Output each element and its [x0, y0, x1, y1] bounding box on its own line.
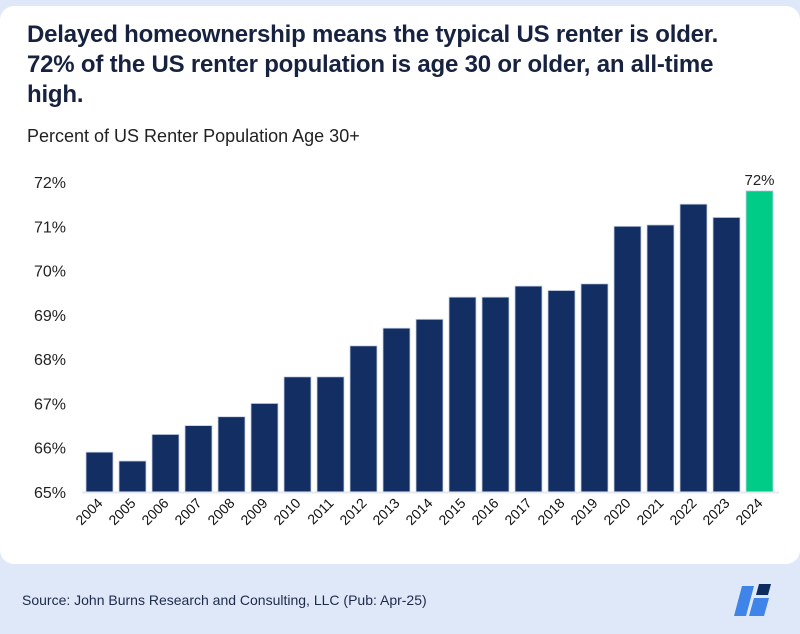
bar-2008: [217, 416, 246, 493]
bar-2007: [184, 425, 213, 493]
y-axis: 65% 66% 67% 68% 69% 70% 71% 72%: [34, 175, 66, 502]
x-tick-label: 2009: [237, 495, 270, 528]
bars: [85, 190, 774, 493]
x-tick-label: 2008: [204, 495, 237, 528]
x-tick-label: 2005: [105, 495, 138, 528]
bar-2020: [613, 225, 642, 493]
data-labels: 72%: [744, 172, 774, 189]
y-tick-label: 69%: [34, 308, 66, 325]
bar-2010: [283, 376, 312, 493]
x-tick-label: 2018: [534, 495, 567, 528]
bar-2024: [745, 190, 774, 493]
bar-2021: [646, 224, 675, 493]
y-tick-label: 70%: [34, 264, 66, 281]
bar-2009: [250, 403, 279, 493]
y-tick-label: 67%: [34, 396, 66, 413]
bar-2023: [712, 217, 741, 493]
data-label: 72%: [744, 172, 774, 189]
x-tick-label: 2020: [600, 495, 633, 528]
x-tick-label: 2019: [567, 495, 600, 528]
jbrec-logo-icon: [734, 584, 771, 616]
x-tick-label: 2007: [171, 495, 204, 528]
footer: Source: John Burns Research and Consulti…: [0, 566, 800, 634]
bar-2018: [547, 290, 576, 493]
x-tick-label: 2014: [402, 495, 435, 528]
x-tick-label: 2023: [699, 495, 732, 528]
bar-2004: [85, 451, 114, 493]
bar-2015: [448, 296, 477, 493]
x-tick-label: 2016: [468, 495, 501, 528]
x-tick-label: 2010: [270, 495, 303, 528]
x-tick-label: 2021: [633, 495, 666, 528]
y-tick-label: 72%: [34, 175, 66, 192]
bar-2005: [118, 460, 147, 493]
y-tick-label: 71%: [34, 219, 66, 236]
bar-2013: [382, 327, 411, 493]
x-tick-label: 2024: [732, 495, 765, 528]
bar-2022: [679, 203, 708, 493]
bar-chart: 65%66%67%68%69%70%71%72% 2004 2005 2006 200…: [34, 172, 779, 528]
bar-2019: [580, 283, 609, 493]
x-tick-label: 2017: [501, 495, 534, 528]
x-tick-label: 2011: [304, 495, 337, 528]
x-tick-label: 2015: [435, 495, 468, 528]
bar-2011: [316, 376, 345, 493]
x-tick-label: 2013: [369, 495, 402, 528]
x-tick-label: 2004: [72, 495, 105, 528]
y-tick-label: 65%: [34, 485, 66, 502]
y-tick-label: 68%: [34, 352, 66, 369]
chart-headline: Delayed homeownership means the typical …: [27, 21, 719, 108]
bar-2016: [481, 296, 510, 493]
x-tick-label: 2022: [666, 495, 699, 528]
bar-2012: [349, 345, 378, 493]
x-tick-label: 2006: [138, 495, 171, 528]
bar-2017: [514, 285, 543, 493]
bar-2006: [151, 434, 180, 493]
x-tick-label: 2012: [336, 495, 369, 528]
x-axis: 2004 2005 2006 2007 2008 2009 2010 2011 2012 2013…: [72, 491, 779, 528]
bar-2014: [415, 318, 444, 493]
chart-subtitle: Percent of US Renter Population Age 30+: [27, 126, 360, 146]
source-note: Source: John Burns Research and Consulti…: [22, 592, 427, 608]
y-tick-label: 66%: [34, 441, 66, 458]
